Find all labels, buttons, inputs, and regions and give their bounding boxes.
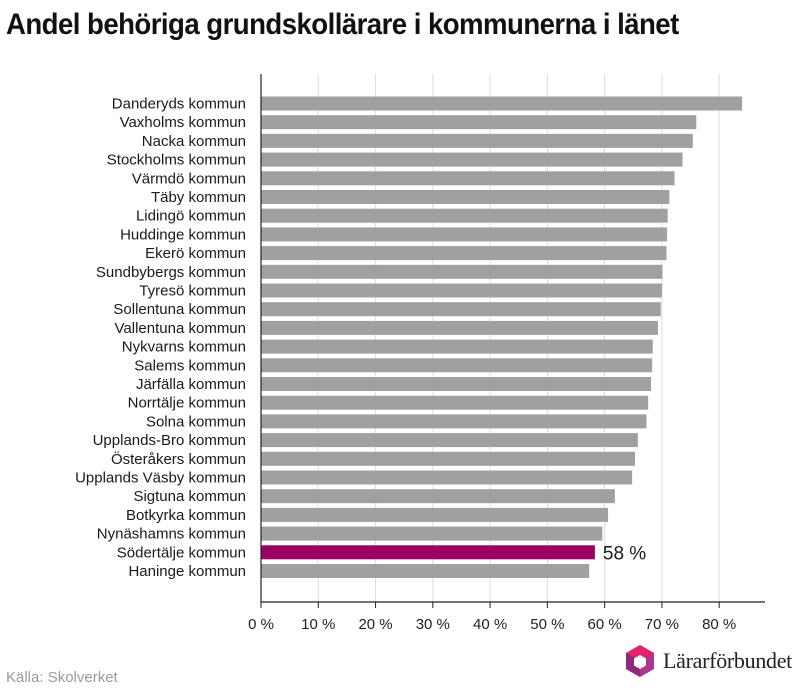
bar (261, 133, 693, 148)
bar (261, 526, 603, 541)
category-label: Nacka kommun (142, 133, 246, 150)
bar (261, 227, 668, 242)
category-label: Täby kommun (151, 189, 246, 206)
source-note: Källa: Skolverket (6, 669, 118, 686)
category-label: Tyresö kommun (139, 283, 246, 300)
x-tick-label: 30 % (416, 616, 450, 633)
bar (261, 320, 658, 335)
category-label: Salems kommun (134, 357, 246, 374)
category-label: Vaxholms kommun (120, 114, 246, 131)
bar (261, 96, 743, 111)
category-label: Sigtuna kommun (133, 488, 246, 505)
bar (261, 489, 615, 504)
category-label: Södertälje kommun (117, 544, 246, 561)
data-label: 58 % (603, 543, 646, 564)
bar (261, 414, 647, 429)
hexagon-logo-icon (626, 645, 655, 677)
category-label: Upplands-Bro kommun (93, 432, 246, 449)
bar (261, 339, 653, 354)
bar (261, 152, 683, 167)
bar (261, 246, 667, 261)
bar (261, 433, 638, 448)
category-label: Botkyrka kommun (126, 507, 246, 524)
category-label: Vallentuna kommun (115, 320, 246, 337)
x-tick-label: 10 % (301, 616, 335, 633)
category-label: Lidingö kommun (136, 208, 246, 225)
bar (261, 377, 652, 391)
category-label: Värmdö kommun (132, 170, 246, 187)
category-label: Upplands Väsby kommun (75, 470, 246, 487)
bar (261, 171, 675, 186)
category-label: Ekerö kommun (145, 245, 246, 262)
bar (261, 451, 635, 466)
category-label: Solna kommun (146, 413, 246, 430)
category-label: Stockholms kommun (107, 152, 246, 169)
bar-highlight (261, 545, 595, 560)
x-tick-label: 80 % (702, 616, 736, 633)
category-label: Järfälla kommun (136, 376, 246, 393)
x-tick-label: 20 % (358, 616, 392, 633)
category-label: Nykvarns kommun (122, 339, 246, 356)
bar (261, 507, 609, 522)
x-tick-label: 60 % (588, 616, 622, 633)
bar (261, 358, 653, 373)
category-label: Österåkers kommun (111, 450, 246, 468)
category-label: Sundbybergs kommun (96, 264, 246, 281)
category-label: Danderyds kommun (112, 96, 246, 113)
bar (261, 115, 697, 130)
category-label: Haninge kommun (128, 563, 246, 580)
x-tick-label: 40 % (473, 616, 507, 633)
bar (261, 190, 670, 204)
bar (261, 470, 633, 485)
brand-name: Lärarförbundet (663, 648, 792, 673)
category-label: Nynäshamns kommun (97, 526, 246, 543)
category-label: Norrtälje kommun (128, 395, 246, 412)
bar (261, 283, 662, 298)
bar (261, 395, 649, 410)
brand-logo: Lärarförbundet (623, 644, 792, 678)
x-tick-label: 0 % (248, 616, 274, 633)
bar (261, 302, 661, 317)
chart-title: Andel behöriga grundskollärare i kommune… (6, 8, 679, 41)
bar (261, 208, 668, 223)
category-label: Huddinge kommun (120, 226, 246, 243)
bar (261, 564, 590, 578)
bar (261, 264, 663, 279)
category-label: Sollentuna kommun (113, 301, 246, 318)
x-tick-label: 50 % (530, 616, 564, 633)
x-tick-label: 70 % (645, 616, 679, 633)
